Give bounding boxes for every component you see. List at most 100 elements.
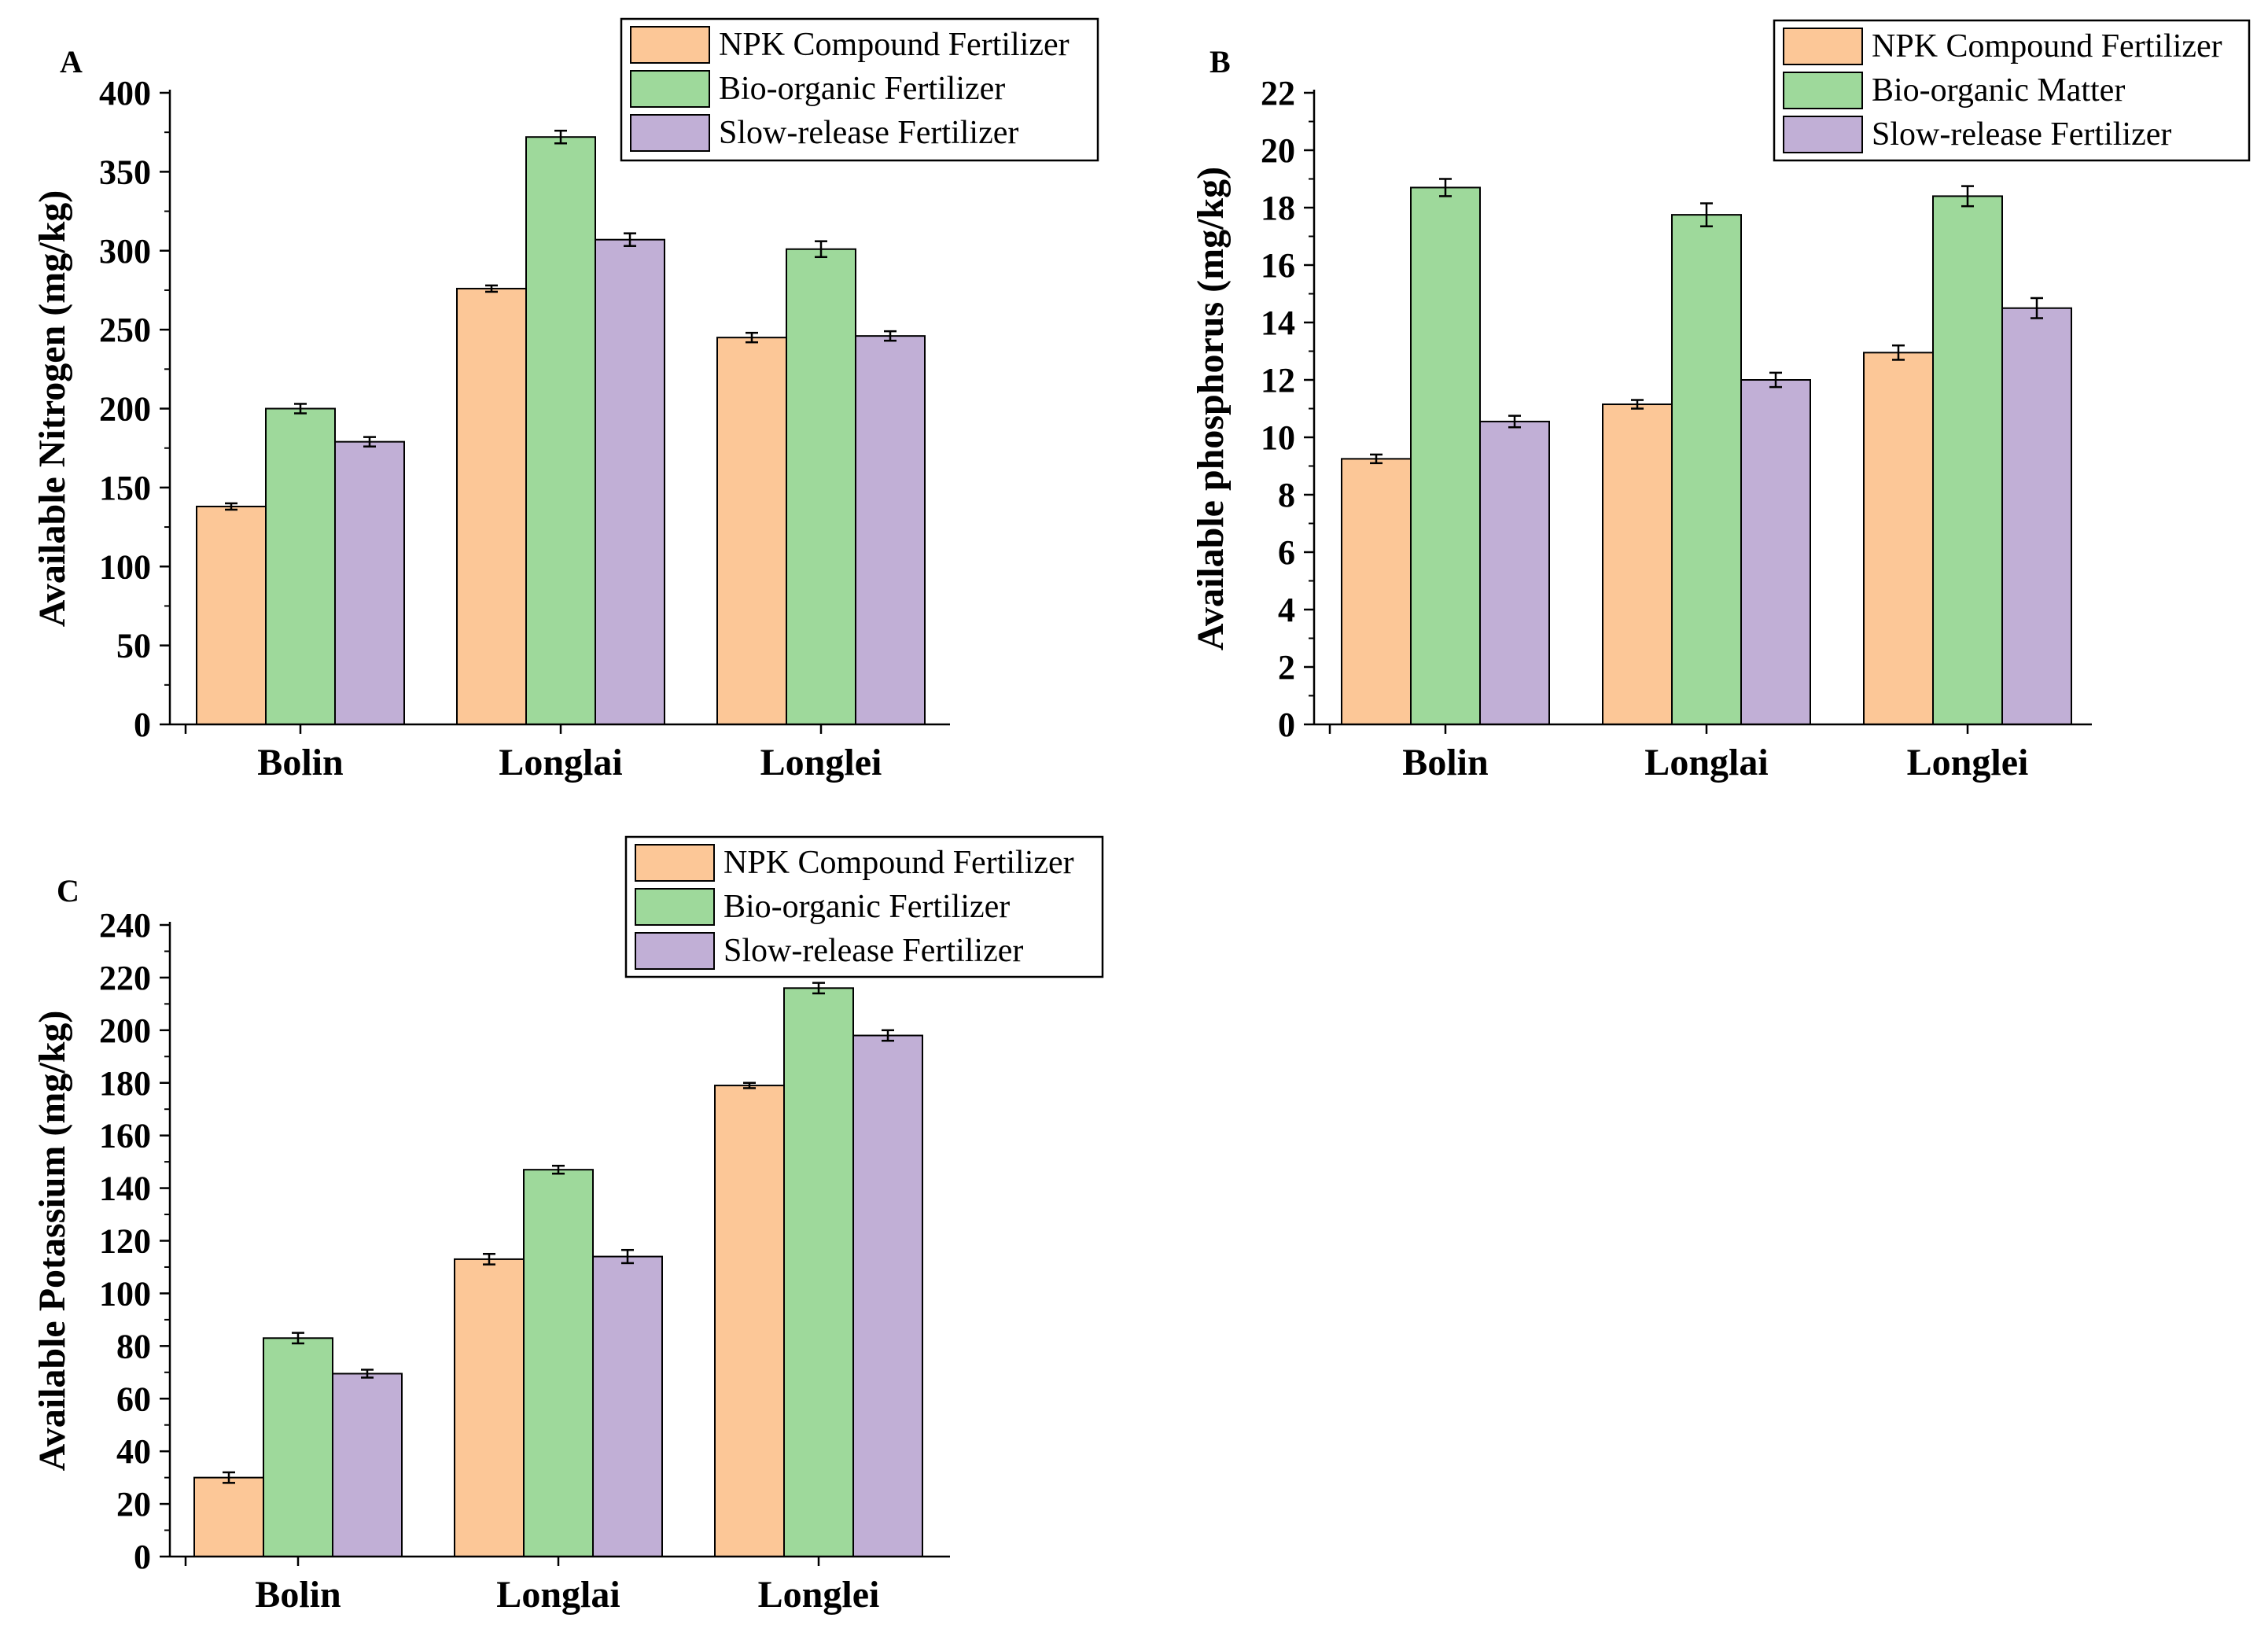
legend-label-a-s3: Slow-release Fertilizer	[719, 115, 1018, 151]
legend-swatch-b-s1	[1783, 28, 1863, 65]
panel-b: Bolin Longlai Longlei 0 2 4 6 8 10 12 14 16 18 20 22 Av…	[1190, 19, 2251, 783]
panel-letter-b: B	[1209, 44, 1231, 79]
x-tick-label-b-longlai: Longlai	[1644, 742, 1768, 783]
y-tick-label-b-20: 20	[1261, 131, 1295, 170]
y-tick-label-b-0: 0	[1278, 706, 1295, 744]
error-bar-b-bolin-s2	[1439, 178, 1452, 197]
legend-swatch-a-s3	[630, 114, 710, 152]
bar-b-bolin-s2	[1410, 186, 1481, 725]
y-tick-label-c-100: 100	[99, 1274, 151, 1313]
y-tick-label-c-60: 60	[116, 1380, 151, 1418]
error-bar-b-longlai-s3	[1769, 371, 1782, 389]
y-tick-label-c-240: 240	[99, 906, 151, 945]
error-bar-a-longlei-s1	[746, 331, 758, 344]
error-bar-a-bolin-s2	[294, 403, 307, 415]
legend-label-c-s3: Slow-release Fertilizer	[723, 933, 1023, 969]
y-tick-label-c-0: 0	[134, 1538, 151, 1576]
bar-a-bolin-s2	[265, 407, 336, 725]
error-bar-c-bolin-s3	[361, 1369, 374, 1379]
legend-b: NPK Compound Fertilizer Bio-organic Matte…	[1773, 19, 2251, 162]
bar-c-bolin-s1	[193, 1476, 264, 1557]
bar-c-longlai-s2	[523, 1169, 594, 1557]
bar-a-longlai-s1	[456, 287, 527, 725]
x-tick-label-c-bolin: Bolin	[255, 1574, 341, 1616]
bar-c-longlai-s1	[454, 1258, 525, 1557]
y-tick-label-a-400: 400	[99, 74, 151, 112]
legend-c: NPK Compound Fertilizer Bio-organic Ferti…	[624, 835, 1104, 978]
error-bar-b-bolin-s1	[1370, 453, 1383, 465]
y-tick-label-b-6: 6	[1278, 533, 1295, 572]
y-axis-title-b: Available phosphorus (mg/kg)	[1190, 167, 1232, 650]
error-bar-c-longlei-s1	[743, 1081, 756, 1089]
panel-c: Bolin Longlai Longlei 0 20 40 60 80 100 120 140 160…	[31, 835, 1104, 1616]
bar-c-longlei-s2	[783, 987, 854, 1558]
bar-c-longlei-s3	[852, 1034, 923, 1557]
bar-b-longlai-s3	[1740, 379, 1811, 725]
bar-b-longlei-s1	[1863, 352, 1934, 725]
y-tick-label-b-14: 14	[1261, 304, 1295, 342]
y-tick-label-c-200: 200	[99, 1011, 151, 1050]
error-bar-b-longlai-s2	[1700, 202, 1713, 227]
error-bar-b-longlei-s1	[1892, 344, 1905, 361]
x-tick-label-a-longlei: Longlei	[760, 742, 882, 783]
y-tick-label-c-20: 20	[116, 1485, 151, 1524]
bar-a-bolin-s1	[196, 505, 267, 726]
y-tick-label-b-8: 8	[1278, 476, 1295, 514]
x-tick-label-a-longlai: Longlai	[499, 742, 622, 783]
legend-swatch-a-s1	[630, 26, 710, 64]
bar-b-bolin-s1	[1341, 458, 1412, 725]
y-tick-label-c-80: 80	[116, 1327, 151, 1365]
error-bar-a-bolin-s3	[363, 436, 376, 448]
y-tick-label-c-180: 180	[99, 1064, 151, 1103]
bar-c-bolin-s2	[263, 1337, 333, 1557]
x-tick-label-c-longlai: Longlai	[496, 1574, 620, 1616]
error-bar-a-longlei-s3	[884, 330, 897, 342]
legend-swatch-c-s2	[635, 888, 715, 926]
error-bar-c-longlei-s2	[812, 982, 825, 995]
error-bar-a-longlai-s2	[554, 129, 567, 145]
y-tick-label-a-350: 350	[99, 153, 151, 191]
error-bar-c-longlai-s3	[621, 1248, 634, 1265]
bar-a-longlei-s2	[786, 248, 856, 725]
legend-a: NPK Compound Fertilizer Bio-organic Ferti…	[620, 17, 1099, 162]
y-tick-label-b-12: 12	[1261, 361, 1295, 400]
bar-a-longlei-s3	[855, 335, 926, 725]
y-tick-label-c-40: 40	[116, 1432, 151, 1471]
bar-c-longlei-s1	[714, 1085, 785, 1557]
bar-b-longlai-s2	[1671, 214, 1742, 725]
y-tick-label-c-140: 140	[99, 1170, 151, 1208]
error-bar-a-bolin-s1	[225, 502, 237, 511]
y-axis-title-a: Available Nitrogen (mg/kg)	[31, 190, 73, 628]
error-bar-a-longlei-s2	[815, 240, 827, 259]
y-tick-label-b-4: 4	[1278, 591, 1295, 629]
y-tick-label-c-120: 120	[99, 1222, 151, 1261]
y-tick-label-a-100: 100	[99, 547, 151, 586]
y-tick-label-b-2: 2	[1278, 648, 1295, 687]
y-tick-label-a-250: 250	[99, 311, 151, 349]
bar-a-longlai-s3	[595, 238, 665, 725]
y-tick-label-a-150: 150	[99, 469, 151, 507]
error-bar-c-bolin-s2	[292, 1332, 304, 1345]
y-tick-label-b-16: 16	[1261, 246, 1295, 285]
legend-label-c-s1: NPK Compound Fertilizer	[723, 845, 1074, 881]
legend-swatch-c-s3	[635, 932, 715, 970]
legend-swatch-b-s3	[1783, 116, 1863, 153]
error-bar-b-longlei-s2	[1961, 185, 1974, 208]
y-tick-label-a-300: 300	[99, 232, 151, 271]
legend-label-c-s2: Bio-organic Fertilizer	[723, 889, 1010, 925]
bar-b-longlai-s1	[1602, 403, 1673, 726]
y-tick-label-b-10: 10	[1261, 418, 1295, 457]
error-bar-a-longlai-s3	[624, 232, 636, 247]
x-tick-label-c-longlei: Longlei	[758, 1574, 880, 1616]
error-bar-b-longlai-s1	[1631, 399, 1644, 410]
x-tick-label-b-longlei: Longlei	[1907, 742, 2029, 783]
x-tick-label-b-bolin: Bolin	[1402, 742, 1488, 783]
legend-swatch-a-s2	[630, 70, 710, 108]
y-tick-label-a-0: 0	[134, 706, 151, 744]
legend-swatch-b-s2	[1783, 72, 1863, 109]
bar-c-longlai-s3	[592, 1255, 663, 1557]
error-bar-c-longlei-s3	[882, 1029, 894, 1042]
bar-a-longlei-s1	[716, 337, 787, 725]
